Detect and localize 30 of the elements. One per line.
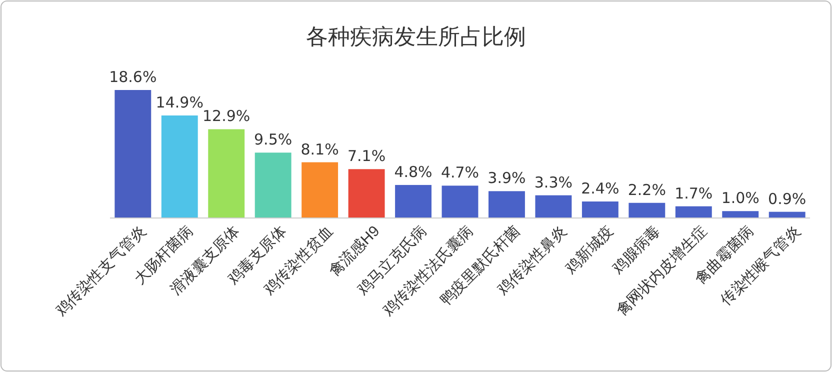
data-label: 4.8%	[394, 162, 432, 181]
bar	[582, 201, 618, 218]
data-label: 3.9%	[488, 169, 526, 188]
bar	[254, 152, 292, 218]
bar	[535, 195, 572, 218]
bar	[628, 202, 666, 218]
data-label: 2.2%	[628, 180, 666, 199]
bar	[722, 211, 759, 218]
bar	[161, 115, 198, 218]
data-label: 2.4%	[581, 179, 620, 198]
bar	[114, 90, 152, 218]
chart-title: 各种疾病发生所占比例	[306, 25, 526, 50]
data-label: 9.5%	[254, 130, 292, 149]
data-label: 1.0%	[721, 189, 760, 208]
bar	[675, 206, 712, 218]
data-label: 0.9%	[768, 190, 806, 208]
data-label: 14.9%	[156, 93, 204, 112]
bar	[348, 169, 385, 218]
bar	[395, 184, 432, 218]
data-label: 7.1%	[347, 147, 386, 166]
bar	[442, 186, 478, 218]
data-label: 8.1%	[300, 140, 339, 158]
bar	[208, 129, 245, 218]
data-label: 1.7%	[674, 184, 713, 202]
data-label: 12.9%	[202, 107, 250, 126]
data-label: 18.6%	[109, 68, 157, 86]
data-label: 3.3%	[534, 173, 573, 192]
bar	[302, 162, 338, 218]
data-label: 4.7%	[440, 164, 480, 182]
bar	[488, 191, 525, 218]
